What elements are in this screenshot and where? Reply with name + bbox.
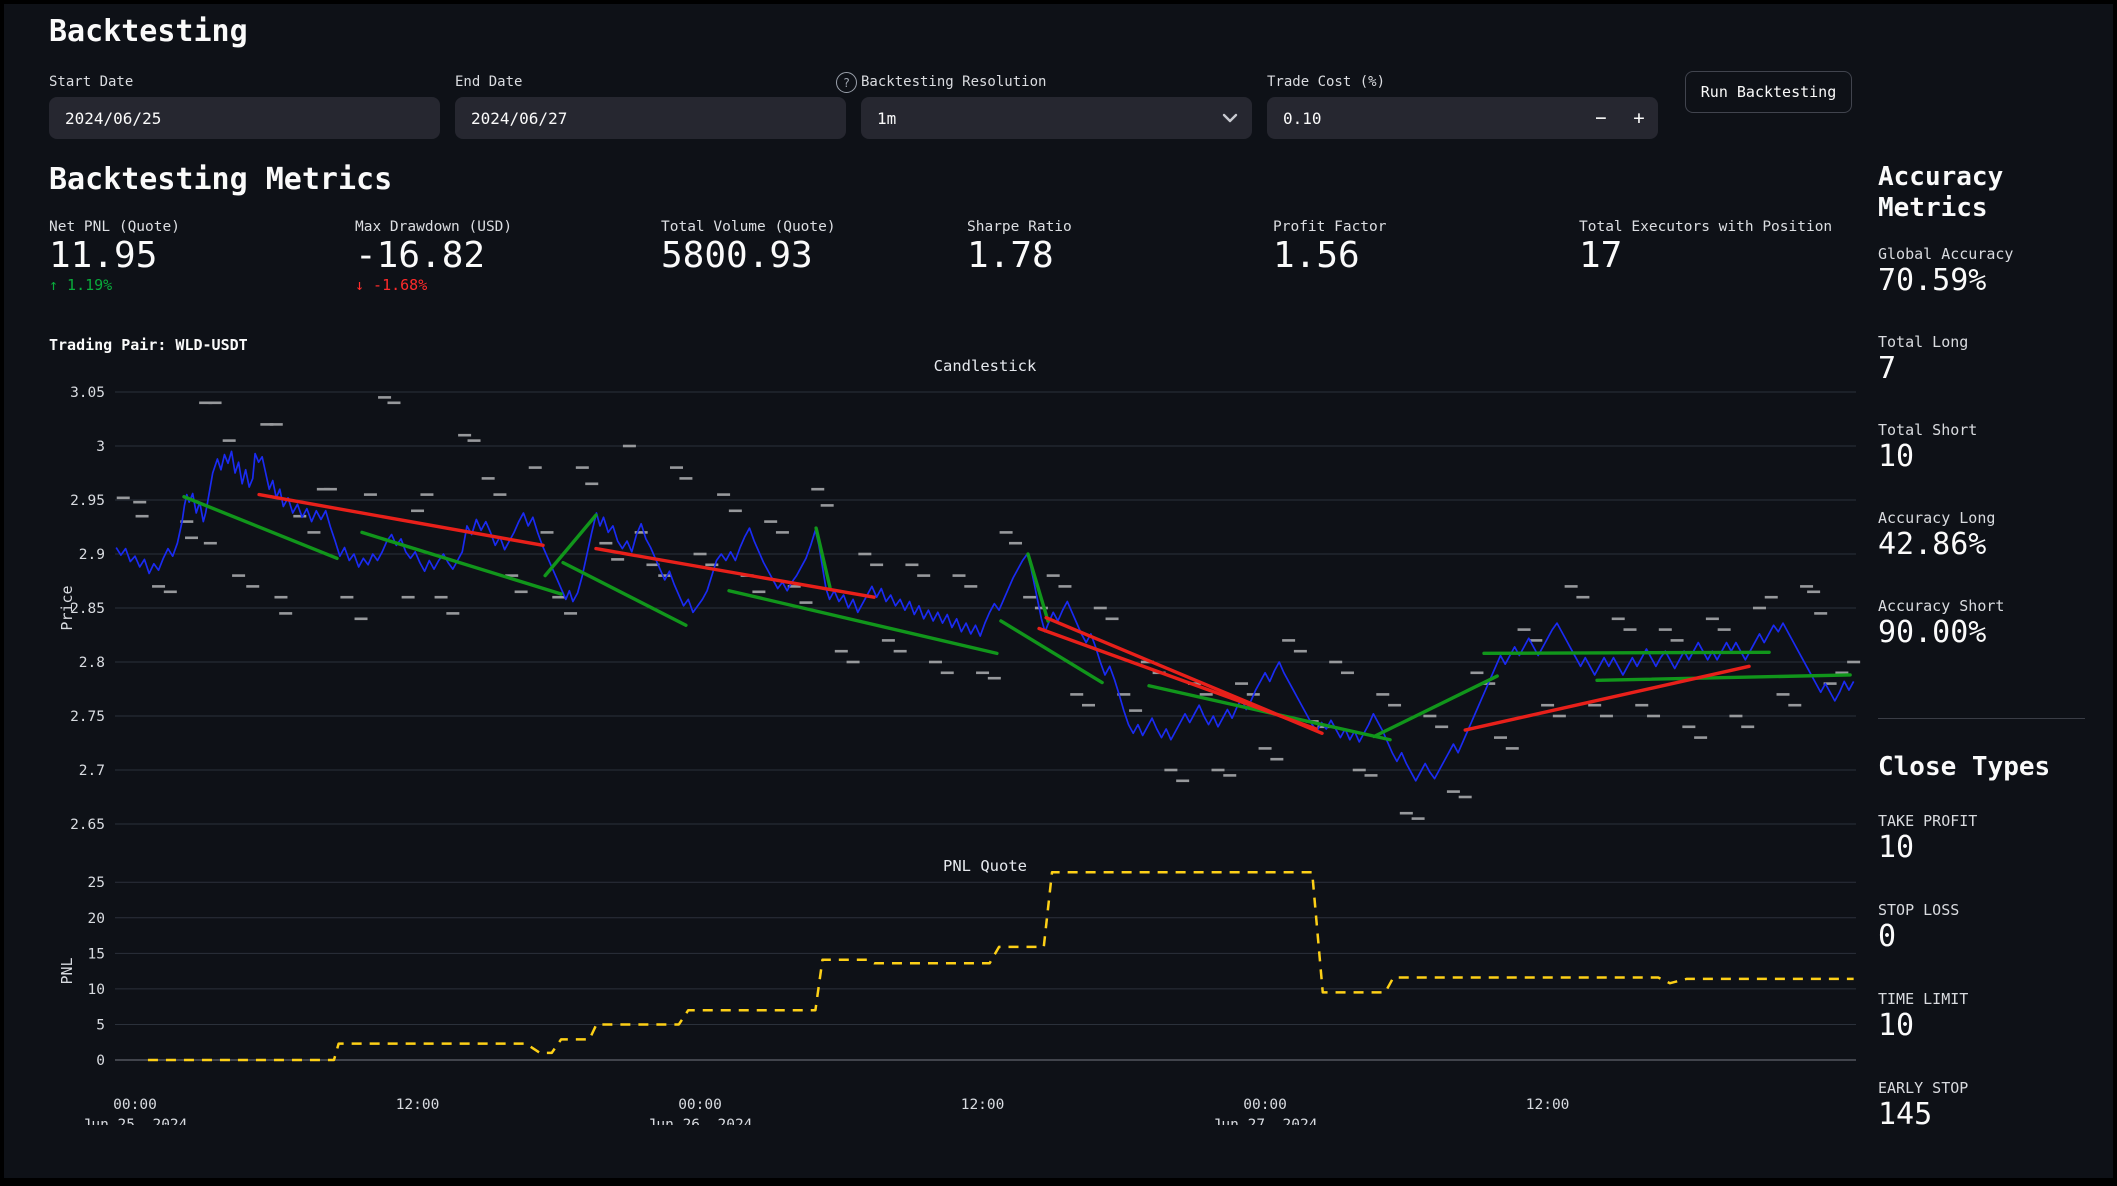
- svg-text:2.75: 2.75: [70, 709, 105, 725]
- start-date-value[interactable]: [49, 109, 440, 128]
- svg-text:Price: Price: [58, 585, 76, 630]
- svg-text:2.95: 2.95: [70, 493, 105, 509]
- metric-value: 1.56: [1273, 235, 1387, 276]
- metric-net-pnl: Net PNL (Quote) 11.95 ↑ 1.19%: [49, 219, 180, 294]
- accuracy-item-label: Total Long: [1878, 333, 1968, 351]
- start-date-input[interactable]: [49, 97, 440, 139]
- close-type-early-stop: EARLY STOP 145: [1878, 1079, 1968, 1132]
- metrics-section-title: Backtesting Metrics: [49, 162, 392, 197]
- close-type-label: EARLY STOP: [1878, 1079, 1968, 1097]
- accuracy-item-label: Accuracy Long: [1878, 509, 1995, 527]
- accuracy-item-accuracy-long: Accuracy Long 42.86%: [1878, 509, 1995, 562]
- page-title: Backtesting: [49, 14, 248, 49]
- chevron-down-icon: [1222, 113, 1238, 123]
- accuracy-item-total-short: Total Short 10: [1878, 421, 1977, 474]
- svg-text:PNL: PNL: [58, 957, 76, 984]
- close-types-title: Close Types: [1878, 752, 2090, 783]
- svg-text:12:00: 12:00: [1526, 1097, 1570, 1113]
- svg-text:00:00: 00:00: [113, 1097, 157, 1113]
- svg-text:0: 0: [96, 1053, 105, 1069]
- metric-value: -16.82: [355, 235, 512, 276]
- svg-text:3: 3: [96, 439, 105, 455]
- metric-total-executors: Total Executors with Position 17: [1579, 219, 1832, 276]
- metric-max-drawdown: Max Drawdown (USD) -16.82 ↓ -1.68%: [355, 219, 512, 294]
- accuracy-panel-title: Accuracy Metrics: [1878, 162, 2090, 224]
- metric-delta-down: ↓ -1.68%: [355, 276, 512, 294]
- svg-text:2.7: 2.7: [79, 763, 105, 779]
- resolution-value: 1m: [877, 109, 896, 128]
- svg-text:00:00: 00:00: [678, 1097, 722, 1113]
- metric-value: 17: [1579, 235, 1832, 276]
- metric-total-volume: Total Volume (Quote) 5800.93: [661, 219, 836, 276]
- resolution-label: Backtesting Resolution: [861, 74, 1046, 90]
- metric-label: Net PNL (Quote): [49, 219, 180, 235]
- close-type-take-profit: TAKE PROFIT 10: [1878, 812, 1977, 865]
- metric-value: 5800.93: [661, 235, 836, 276]
- close-type-time-limit: TIME LIMIT 10: [1878, 990, 1968, 1043]
- metric-sharpe-ratio: Sharpe Ratio 1.78: [967, 219, 1072, 276]
- trade-cost-value[interactable]: [1267, 109, 1582, 128]
- trade-cost-label: Trade Cost (%): [1267, 74, 1385, 90]
- accuracy-item-accuracy-short: Accuracy Short 90.00%: [1878, 597, 2004, 650]
- svg-text:25: 25: [88, 875, 105, 891]
- backtesting-app: { "page": { "title": "Backtesting" }, "c…: [0, 0, 2117, 1186]
- metric-profit-factor: Profit Factor 1.56: [1273, 219, 1387, 276]
- svg-text:10: 10: [88, 982, 105, 998]
- svg-text:PNL Quote: PNL Quote: [943, 857, 1027, 875]
- accuracy-item-value: 90.00%: [1878, 615, 2004, 650]
- close-type-value: 10: [1878, 1008, 1968, 1043]
- svg-text:2.9: 2.9: [79, 547, 105, 563]
- accuracy-item-value: 42.86%: [1878, 527, 1995, 562]
- svg-text:Jun 25, 2024: Jun 25, 2024: [83, 1117, 188, 1125]
- svg-text:5: 5: [96, 1017, 105, 1033]
- svg-text:20: 20: [88, 911, 105, 927]
- run-backtesting-button[interactable]: Run Backtesting: [1685, 71, 1852, 113]
- svg-text:Candlestick: Candlestick: [934, 357, 1037, 375]
- accuracy-item-value: 10: [1878, 439, 1977, 474]
- svg-text:3.05: 3.05: [70, 385, 105, 401]
- close-type-label: TIME LIMIT: [1878, 990, 1968, 1008]
- metric-label: Profit Factor: [1273, 219, 1387, 235]
- metric-label: Total Executors with Position: [1579, 219, 1832, 235]
- trade-cost-input[interactable]: − +: [1267, 97, 1658, 139]
- close-type-stop-loss: STOP LOSS 0: [1878, 901, 1959, 954]
- metric-value: 1.78: [967, 235, 1072, 276]
- svg-text:Jun 26, 2024: Jun 26, 2024: [648, 1117, 753, 1125]
- svg-text:15: 15: [88, 946, 105, 962]
- metric-delta-up: ↑ 1.19%: [49, 276, 180, 294]
- metric-label: Total Volume (Quote): [661, 219, 836, 235]
- svg-text:12:00: 12:00: [396, 1097, 440, 1113]
- svg-text:2.8: 2.8: [79, 655, 105, 671]
- svg-text:2.65: 2.65: [70, 817, 105, 833]
- metric-label: Sharpe Ratio: [967, 219, 1072, 235]
- svg-text:00:00: 00:00: [1243, 1097, 1287, 1113]
- accuracy-item-label: Total Short: [1878, 421, 1977, 439]
- close-type-label: TAKE PROFIT: [1878, 812, 1977, 830]
- close-type-value: 145: [1878, 1097, 1968, 1132]
- help-icon[interactable]: ?: [836, 72, 857, 93]
- backtesting-charts[interactable]: 3.0532.952.92.852.82.752.72.652520151050…: [40, 330, 1865, 1125]
- svg-text:Jun 27, 2024: Jun 27, 2024: [1213, 1117, 1318, 1125]
- stepper-increment-button[interactable]: +: [1620, 97, 1658, 139]
- end-date-input[interactable]: [455, 97, 846, 139]
- accuracy-item-value: 7: [1878, 351, 1968, 386]
- resolution-select[interactable]: 1m: [861, 97, 1252, 139]
- metric-label: Max Drawdown (USD): [355, 219, 512, 235]
- start-date-label: Start Date: [49, 74, 133, 90]
- sidebar-divider: [1878, 718, 2085, 719]
- svg-text:12:00: 12:00: [961, 1097, 1005, 1113]
- accuracy-item-label: Global Accuracy: [1878, 245, 2013, 263]
- end-date-label: End Date: [455, 74, 522, 90]
- metric-value: 11.95: [49, 235, 180, 276]
- accuracy-item-global: Global Accuracy 70.59%: [1878, 245, 2013, 298]
- accuracy-item-total-long: Total Long 7: [1878, 333, 1968, 386]
- close-type-value: 0: [1878, 919, 1959, 954]
- stepper-decrement-button[interactable]: −: [1582, 97, 1620, 139]
- close-type-value: 10: [1878, 830, 1977, 865]
- close-type-label: STOP LOSS: [1878, 901, 1959, 919]
- end-date-value[interactable]: [455, 109, 846, 128]
- accuracy-item-label: Accuracy Short: [1878, 597, 2004, 615]
- accuracy-item-value: 70.59%: [1878, 263, 2013, 298]
